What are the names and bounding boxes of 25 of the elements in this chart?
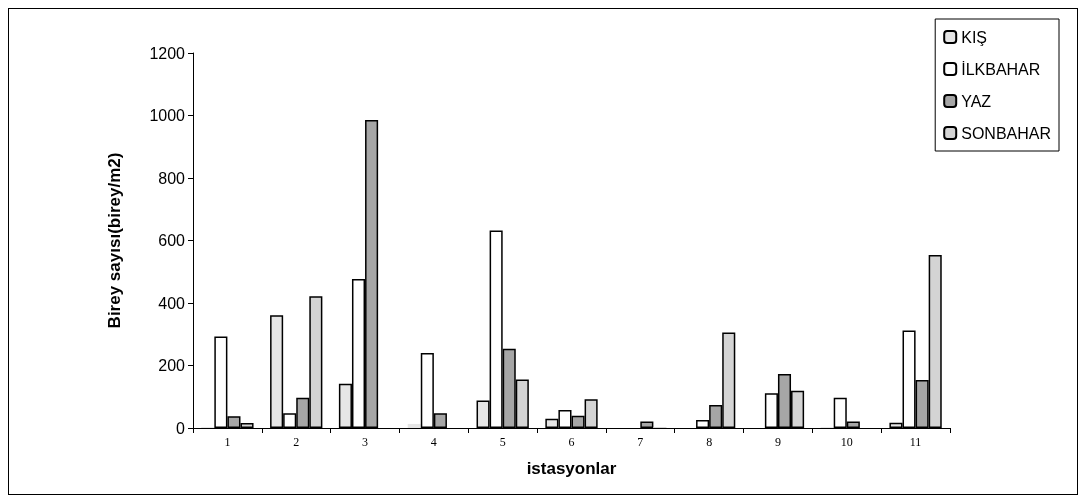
x-axis-title: istasyonlar xyxy=(526,459,617,478)
x-tick-label: 4 xyxy=(430,435,437,449)
y-axis-title: Birey sayısı(birey/m2) xyxy=(105,152,124,329)
y-tick-label: 800 xyxy=(158,169,186,187)
y-tick-label: 0 xyxy=(176,419,186,437)
x-tick-label: 1 xyxy=(224,435,231,449)
y-tick-label: 200 xyxy=(158,357,186,374)
x-tick-label: 9 xyxy=(774,435,781,449)
legend-label: SONBAHAR xyxy=(961,124,1051,142)
y-tick-label: 400 xyxy=(158,294,186,312)
bar xyxy=(407,423,421,428)
y-tick-label: 1000 xyxy=(149,107,186,124)
x-tick-label: 3 xyxy=(362,435,369,449)
x-tick-label: 7 xyxy=(637,435,644,449)
legend-label: İLKBAHAR xyxy=(961,59,1041,78)
legend-label: YAZ xyxy=(961,92,992,110)
x-tick-label: 11 xyxy=(909,435,922,449)
legend-label: KIŞ xyxy=(961,28,987,46)
y-tick-label: 1200 xyxy=(149,44,186,62)
x-tick-label: 10 xyxy=(840,435,853,449)
x-tick-label: 6 xyxy=(568,435,575,449)
x-tick-label: 8 xyxy=(706,435,713,449)
x-tick-label: 5 xyxy=(499,435,506,449)
x-tick-label: 2 xyxy=(293,435,300,449)
y-tick-label: 600 xyxy=(158,232,186,249)
